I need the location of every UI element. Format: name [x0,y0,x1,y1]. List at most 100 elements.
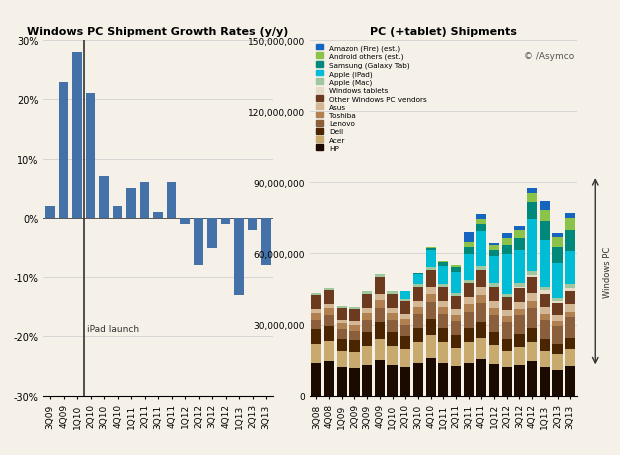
Bar [362,365,372,396]
Bar [540,307,550,314]
Bar [438,301,448,307]
Bar [489,315,499,332]
Bar [464,363,474,396]
Text: iPad launch: iPad launch [87,324,139,333]
Bar [476,303,487,323]
Bar [362,292,372,294]
Bar [388,313,397,320]
Bar [362,308,372,313]
Bar [527,329,538,343]
Bar [552,326,562,344]
Bar [565,214,575,218]
Bar [413,275,423,284]
Bar [413,301,423,307]
Bar [464,343,474,363]
Bar [489,301,499,308]
Bar [540,291,550,294]
Bar [113,207,122,218]
Bar [489,284,499,287]
Bar [464,233,474,243]
Bar [311,293,321,295]
Bar [374,339,385,360]
Bar [362,332,372,346]
Bar [476,295,487,303]
Bar [438,363,448,396]
Bar [400,299,410,301]
Bar [59,82,68,218]
Bar [388,320,397,332]
Bar [400,292,410,299]
Bar [502,323,512,339]
Bar [515,227,525,230]
Bar [540,287,550,291]
Bar [324,308,334,315]
Bar [565,312,575,318]
Bar [425,335,436,358]
Bar [552,344,562,354]
Bar [337,368,347,396]
Bar [527,275,538,278]
Bar [552,301,562,303]
Bar [515,347,525,365]
Bar [464,254,474,280]
Bar [438,287,448,301]
Bar [540,202,550,210]
Bar [527,293,538,301]
Bar [552,303,562,315]
Bar [388,332,397,346]
Bar [540,320,550,339]
Bar [374,308,385,323]
Bar [438,267,448,284]
Bar [540,351,550,368]
Bar [413,284,423,287]
Bar [311,344,321,363]
Bar [527,308,538,329]
Bar [324,305,334,308]
Bar [502,298,512,311]
Bar [565,288,575,292]
Bar [502,339,512,351]
Bar [374,294,385,300]
Bar [515,283,525,287]
Bar [489,251,499,257]
Bar [425,319,436,335]
Bar [565,338,575,350]
Bar [565,318,575,338]
Bar [565,218,575,230]
Bar [489,243,499,246]
Bar [489,308,499,315]
Bar [73,53,82,218]
Bar [438,329,448,343]
Bar [349,321,360,325]
Bar [349,308,360,309]
Bar [515,250,525,283]
Bar [86,94,95,218]
Bar [374,275,385,278]
Bar [337,339,347,351]
Bar [515,309,525,315]
Bar [565,252,575,285]
Bar [413,314,423,329]
Bar [464,247,474,254]
Bar [527,362,538,396]
Bar [502,317,512,323]
Bar [540,294,550,307]
Bar [464,243,474,247]
Bar [565,350,575,366]
Bar [262,218,271,266]
Bar [502,238,512,245]
Bar [502,255,512,295]
Bar [464,305,474,312]
Bar [413,307,423,314]
Bar [207,218,217,248]
Bar [464,298,474,305]
Bar [540,241,550,287]
Bar [362,346,372,365]
Bar [451,273,461,293]
Bar [451,309,461,315]
Bar [527,278,538,293]
Bar [234,218,244,295]
Bar [451,366,461,396]
Bar [515,334,525,347]
Bar [552,321,562,326]
